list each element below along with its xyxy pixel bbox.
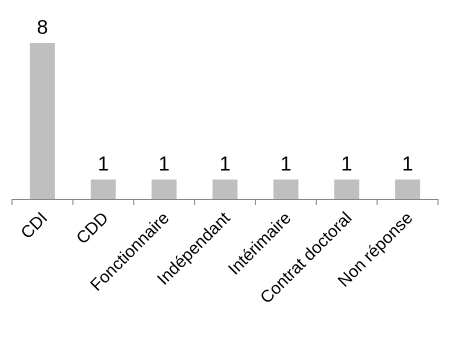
data-label-3: 1 (219, 154, 230, 176)
data-label-1: 1 (98, 154, 109, 176)
data-label-2: 1 (159, 154, 170, 176)
data-label-4: 1 (280, 154, 291, 176)
data-label-5: 1 (341, 154, 352, 176)
tick-label-1: CDD (73, 208, 112, 247)
data-label-6: 1 (402, 154, 413, 176)
bar-2 (151, 179, 177, 199)
x-axis (11, 199, 439, 205)
bar-3 (212, 179, 238, 199)
data-label-0: 8 (37, 17, 48, 39)
bar-6 (395, 179, 421, 199)
bar-4 (273, 179, 299, 199)
bar-5 (334, 179, 360, 199)
bar-1 (90, 179, 116, 199)
data-labels-group: 8 1 1 1 1 1 1 (37, 17, 413, 176)
x-tick-labels-group: CDI CDDFonctionnaireIndépendantIntérimair… (17, 208, 416, 307)
bar-0 (29, 43, 55, 199)
tick-label-0: CDI (17, 208, 51, 242)
bars-group (29, 43, 421, 199)
